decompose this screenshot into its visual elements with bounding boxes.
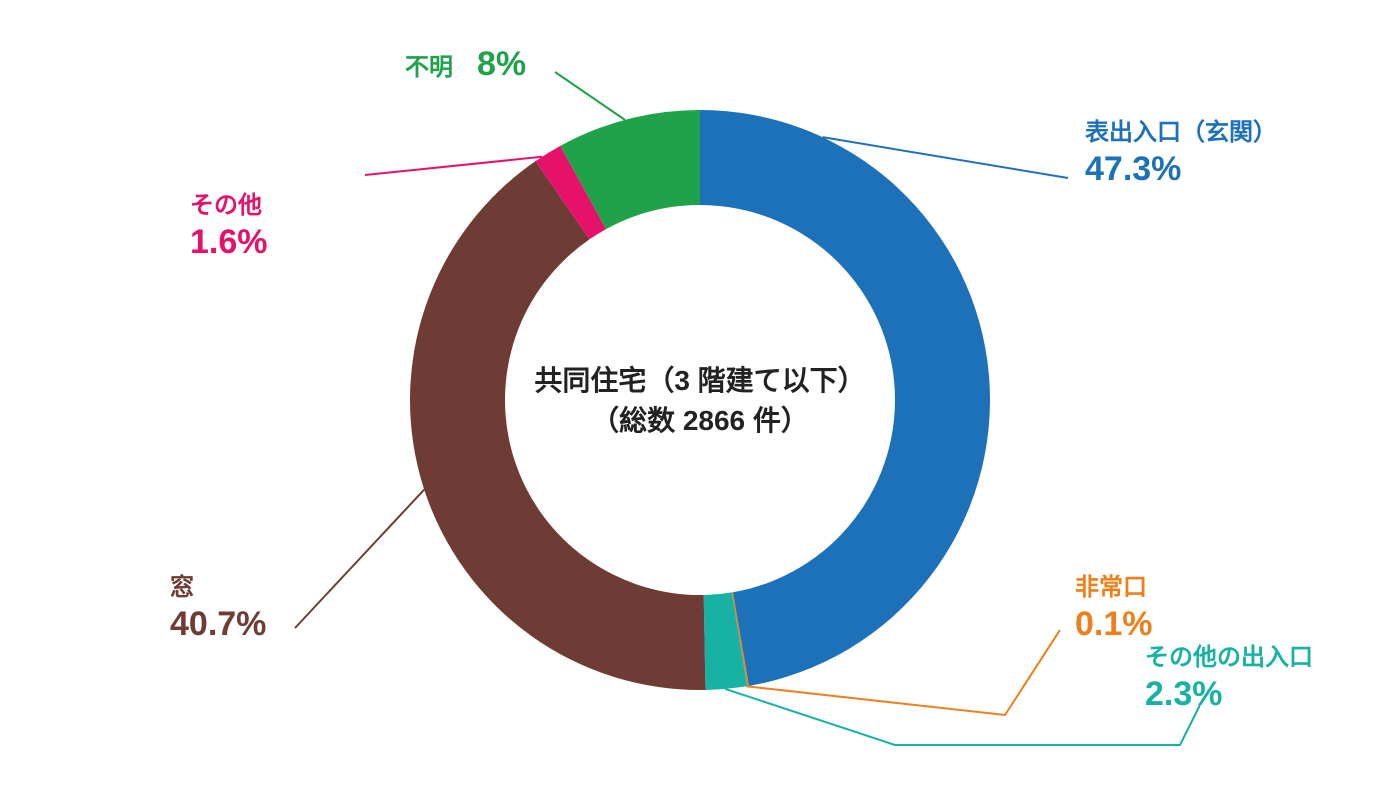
donut-slice: [700, 110, 990, 686]
leader-line: [365, 157, 542, 175]
slice-label-name: 不明: [405, 54, 453, 81]
slice-label-value: 2.3%: [1145, 675, 1223, 713]
leader-line: [555, 72, 625, 120]
donut-chart: 表出入口（玄関） 47.3% 非常口 0.1%その他の出入口 2.3% 窓 40.7% その他…: [0, 0, 1400, 800]
slice-label-value: 0.1%: [1075, 605, 1153, 643]
center-title-line2: （総数 2866 件）: [591, 404, 809, 436]
donut-slices: [410, 110, 990, 690]
slice-label-value: 8%: [477, 45, 526, 83]
slice-label-name: その他: [190, 192, 262, 219]
slice-label-value: 1.6%: [190, 223, 268, 261]
leader-line: [295, 490, 424, 628]
center-title-line1: 共同住宅（3 階建て以下）: [534, 364, 865, 396]
slice-label-value: 40.7%: [170, 605, 266, 643]
slice-label-name: 表出入口（玄関）: [1085, 118, 1277, 146]
leader-line: [725, 689, 1200, 745]
slice-label-name: その他の出入口: [1145, 644, 1313, 671]
slice-label-name: 窓: [170, 573, 194, 601]
slice-label-value: 47.3%: [1085, 150, 1181, 188]
slice-label-name: 非常口: [1075, 574, 1147, 601]
